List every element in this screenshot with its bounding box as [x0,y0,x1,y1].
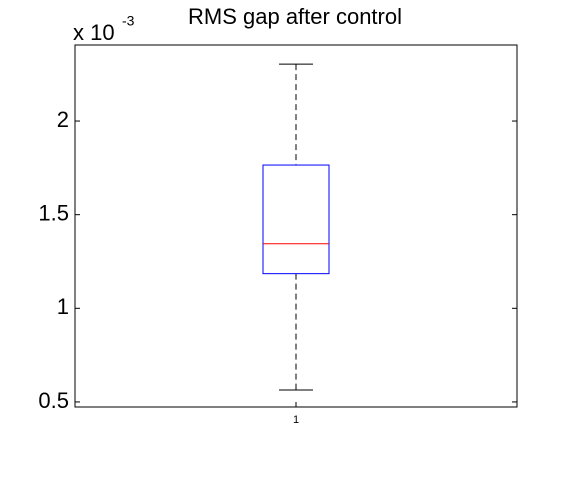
y-tick-label: 1 [57,294,69,319]
multiplier-exponent: -3 [122,13,135,29]
y-tick-label: 2 [57,107,69,132]
y-tick-label: 1.5 [38,200,69,225]
box [262,164,330,275]
x-tick-label: 1 [293,414,299,426]
y-tick-label: 0.5 [38,388,69,413]
chart-title: RMS gap after control [188,4,402,29]
multiplier: x 10 [73,20,115,45]
